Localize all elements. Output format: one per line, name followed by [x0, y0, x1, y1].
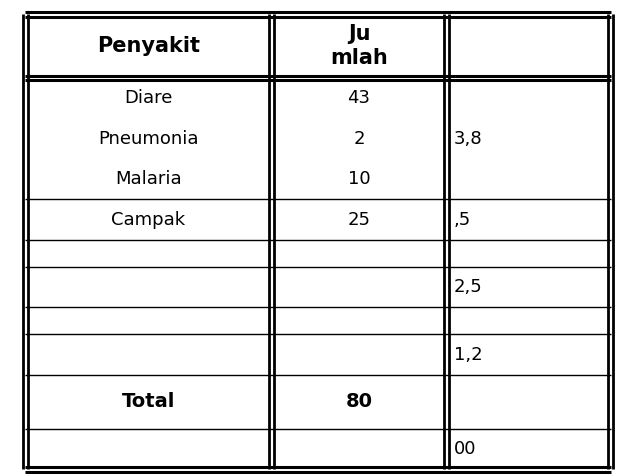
- Text: Ju
mlah: Ju mlah: [330, 24, 388, 68]
- Text: 1,2: 1,2: [453, 346, 482, 364]
- Text: 2: 2: [353, 130, 364, 147]
- Text: 43: 43: [347, 89, 370, 107]
- Text: 2,5: 2,5: [453, 278, 483, 296]
- Text: ,5: ,5: [453, 210, 471, 228]
- Text: Penyakit: Penyakit: [97, 36, 200, 56]
- Text: 00: 00: [453, 440, 476, 458]
- Text: 3,8: 3,8: [453, 130, 482, 147]
- Text: Pneumonia: Pneumonia: [98, 130, 198, 147]
- Text: Malaria: Malaria: [115, 170, 182, 188]
- Text: 80: 80: [345, 392, 373, 411]
- Text: 10: 10: [348, 170, 370, 188]
- Text: 25: 25: [347, 210, 370, 228]
- Text: Total: Total: [121, 392, 175, 411]
- Text: Campak: Campak: [111, 210, 185, 228]
- Text: Diare: Diare: [124, 89, 172, 107]
